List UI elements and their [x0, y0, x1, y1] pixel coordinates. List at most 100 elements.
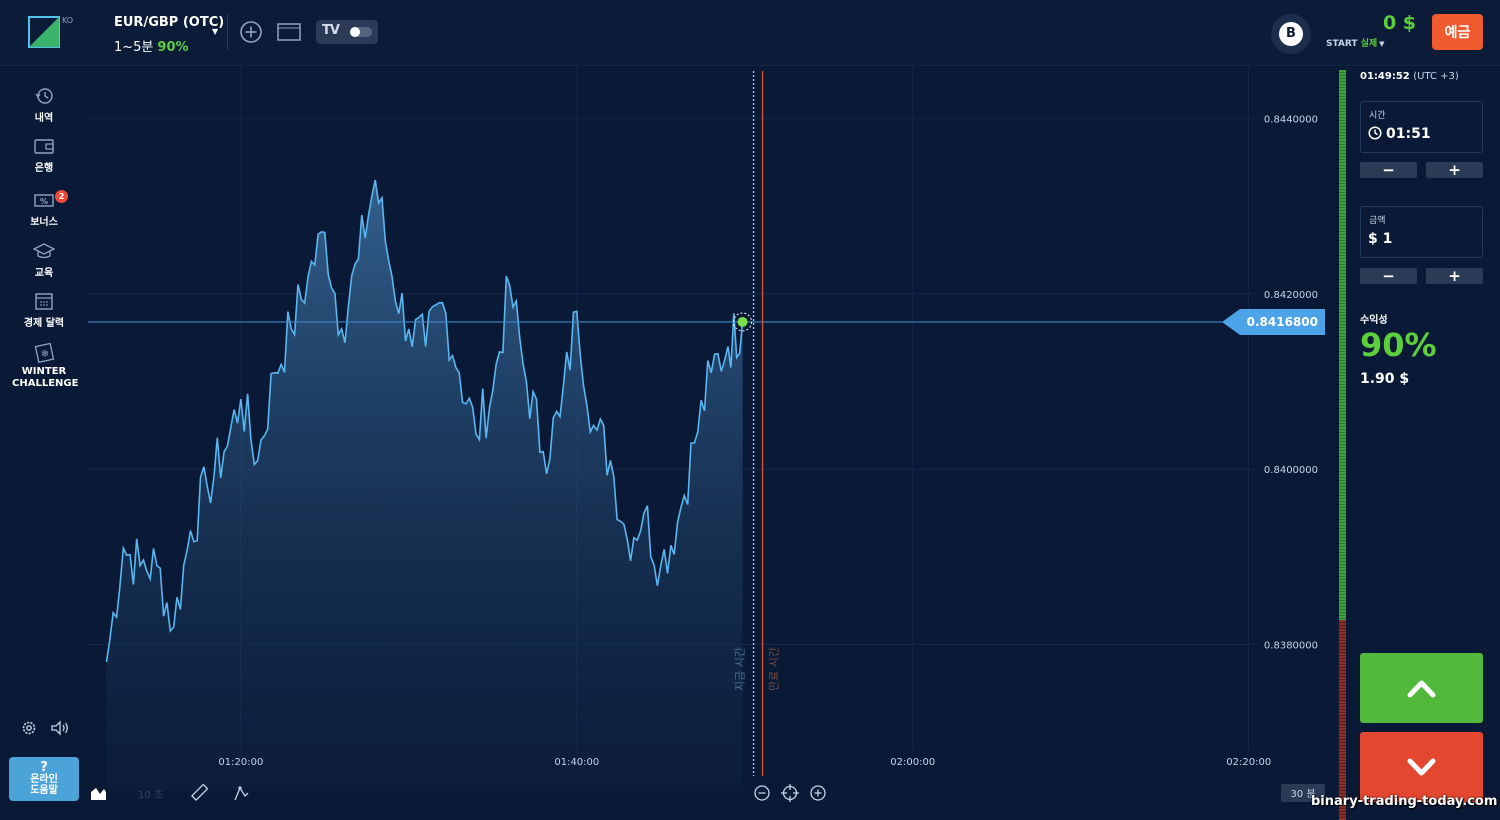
layout-icon[interactable]: [277, 22, 301, 42]
svg-text:%: %: [40, 197, 48, 206]
toggle-knob[interactable]: [350, 27, 360, 37]
chevron-down-icon: [1407, 758, 1436, 776]
timeframe-label[interactable]: 10 초: [138, 789, 163, 801]
tradingview-label: TV: [322, 23, 340, 38]
y-axis: 0.8440000 0.8420000 0.8400000 0.8380000: [1264, 115, 1318, 652]
clock-time: 01:49:52: [1360, 71, 1410, 82]
sidebar-item-bank[interactable]: 은행: [0, 136, 88, 174]
time-decrease-button[interactable]: −: [1360, 162, 1417, 178]
y-tick-label: 0.8440000: [1264, 115, 1318, 126]
add-asset-icon[interactable]: [239, 20, 263, 44]
logo[interactable]: [28, 16, 60, 48]
sidebar-item-history[interactable]: 내역: [0, 86, 88, 124]
time-value-row[interactable]: 01:51: [1368, 126, 1431, 142]
time-value[interactable]: 01:51: [1386, 126, 1431, 142]
drawing-tools-icon[interactable]: [234, 786, 249, 801]
sidebar-item-economic-calendar[interactable]: 경제 달력: [0, 291, 88, 329]
deposit-button[interactable]: 예금: [1432, 14, 1483, 50]
zoom-level-box[interactable]: [1281, 784, 1325, 802]
clock-timezone: (UTC +3): [1413, 71, 1459, 82]
current-price-dot-ring: [733, 312, 753, 332]
sidebar-item-winter-challenge[interactable]: ❄ WINTER CHALLENGE: [0, 343, 88, 390]
sidebar-item-bonus[interactable]: % 2 보너스: [0, 190, 88, 228]
call-up-button[interactable]: [1360, 653, 1483, 723]
bonus-count-badge: 2: [55, 190, 68, 203]
history-icon: [35, 88, 53, 104]
price-tag-shape: [1222, 308, 1325, 335]
amount-label: 금액: [1369, 216, 1386, 226]
sidebar-item-label: 내역: [34, 113, 54, 124]
expiry-time-field[interactable]: 시간 01:51: [1360, 101, 1483, 153]
top-bar: KO EUR/GBP (OTC) ▼ 1~5분 90% TV B 0 $ STAR…: [0, 0, 1500, 66]
sidebar-item-label: WINTER CHALLENGE: [12, 366, 79, 389]
wallet-icon: [34, 139, 54, 154]
account-type-label[interactable]: 실제: [1360, 39, 1378, 49]
price-line: [105, 179, 744, 663]
current-time-label: 지금 시간: [734, 647, 747, 691]
amount-increase-button[interactable]: +: [1426, 268, 1483, 284]
badge-letter: B: [1279, 22, 1303, 46]
current-price-tag: 0.8416800: [1222, 308, 1325, 335]
x-tick-label: 02:20:00: [1226, 757, 1271, 768]
asset-name[interactable]: EUR/GBP (OTC): [114, 15, 225, 30]
x-axis: 01:20:00 01:40:00 02:00:00 02:20:00: [218, 757, 1271, 768]
center-chart-icon[interactable]: [781, 784, 799, 802]
payout-label: 수익성: [1360, 315, 1388, 326]
sentiment-bar-down: [1339, 620, 1346, 820]
asset-duration: 1~5분: [114, 40, 154, 55]
asset-selector[interactable]: EUR/GBP (OTC) ▼ 1~5분 90%: [114, 15, 224, 55]
help-label: 온라인 도움말: [30, 774, 58, 796]
sidebar-item-label: 교육: [34, 268, 54, 279]
zoom-level-label[interactable]: 30 분: [1290, 788, 1315, 800]
current-price-value: 0.8416800: [1247, 315, 1318, 329]
settings-icon[interactable]: [20, 719, 38, 737]
zoom-out-icon[interactable]: [754, 785, 770, 801]
price-chart[interactable]: 지금 시간 만료 시간 0.8416800 0.8440000 0.8420000…: [0, 66, 1338, 820]
put-down-button[interactable]: [1360, 732, 1483, 802]
divider: [227, 14, 228, 50]
sidebar-item-label: 보너스: [30, 217, 58, 228]
x-tick-label: 02:00:00: [890, 757, 935, 768]
y-tick-label: 0.8380000: [1264, 641, 1318, 652]
language-label[interactable]: KO: [62, 16, 74, 25]
ruler-icon[interactable]: [191, 783, 209, 801]
help-icon: ?: [40, 760, 48, 775]
zoom-in-icon[interactable]: [810, 785, 826, 801]
sentiment-bar-up: [1339, 70, 1346, 620]
watermark: binary-trading-today.com: [1311, 794, 1498, 809]
time-label: 시간: [1369, 111, 1386, 121]
sidebar-item-education[interactable]: 교육: [0, 241, 88, 279]
y-tick-label: 0.8420000: [1264, 290, 1318, 301]
asset-info: 1~5분 90%: [114, 36, 224, 55]
payout-percent: 90%: [1360, 326, 1437, 364]
snowflake-card-icon: ❄: [34, 343, 55, 363]
tradingview-toggle[interactable]: TV: [316, 20, 378, 44]
sound-icon[interactable]: [50, 719, 70, 737]
online-help-button[interactable]: ? 온라인 도움말: [9, 757, 79, 801]
amount-decrease-button[interactable]: −: [1360, 268, 1417, 284]
asset-payout: 90%: [157, 40, 189, 55]
calendar-icon: [35, 293, 53, 310]
toggle-track[interactable]: [350, 27, 372, 37]
x-tick-label: 01:20:00: [218, 757, 263, 768]
amount-field[interactable]: 금액 $ 1: [1360, 206, 1483, 258]
account-level: START: [1326, 39, 1358, 49]
chevron-up-icon: [1407, 680, 1436, 698]
balance-amount[interactable]: 0 $: [1382, 12, 1416, 34]
time-increase-button[interactable]: +: [1426, 162, 1483, 178]
sidebar-item-label: 은행: [34, 163, 54, 174]
y-tick-label: 0.8400000: [1264, 465, 1318, 476]
clock-icon: [1368, 126, 1382, 140]
current-price-dot: [737, 316, 748, 327]
caret-down-icon[interactable]: ▼: [1379, 40, 1385, 48]
chart-type-icon[interactable]: [91, 788, 106, 800]
left-sidebar: 내역 은행 % 2 보너스 교육 경제 달력: [0, 66, 88, 820]
price-area: [106, 180, 743, 791]
account-status-badge[interactable]: B: [1271, 14, 1311, 54]
caret-down-icon[interactable]: ▼: [212, 27, 219, 36]
x-tick-label: 01:40:00: [554, 757, 599, 768]
balance-block[interactable]: 0 $ START 실제 ▼: [1326, 12, 1418, 49]
amount-value[interactable]: $ 1: [1368, 231, 1393, 247]
graduation-cap-icon: [33, 243, 55, 259]
account-type[interactable]: START 실제 ▼: [1326, 36, 1418, 49]
